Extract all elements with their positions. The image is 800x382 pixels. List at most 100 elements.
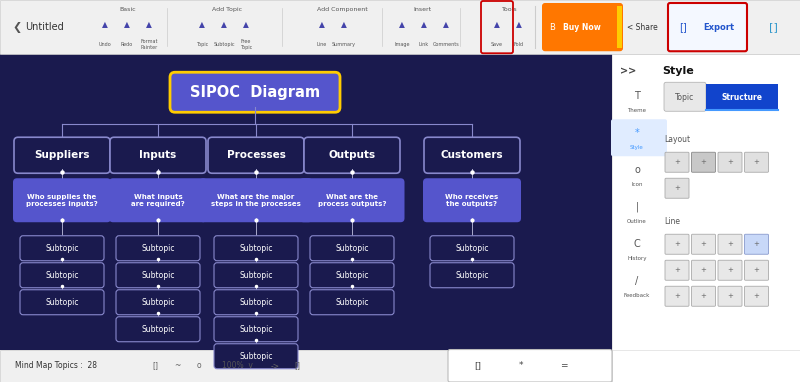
Text: ▲: ▲ bbox=[494, 20, 500, 29]
Text: Export: Export bbox=[703, 23, 734, 32]
Text: []: [] bbox=[152, 361, 158, 370]
FancyBboxPatch shape bbox=[116, 290, 200, 315]
FancyBboxPatch shape bbox=[310, 263, 394, 288]
Text: +: + bbox=[674, 293, 680, 299]
Text: Buy Now: Buy Now bbox=[563, 23, 601, 32]
FancyBboxPatch shape bbox=[745, 286, 769, 306]
FancyBboxPatch shape bbox=[20, 236, 104, 261]
Text: Fold: Fold bbox=[514, 42, 524, 47]
Text: Summary: Summary bbox=[332, 42, 356, 47]
FancyBboxPatch shape bbox=[310, 290, 394, 315]
Text: +: + bbox=[727, 267, 733, 273]
FancyBboxPatch shape bbox=[691, 286, 715, 306]
FancyBboxPatch shape bbox=[116, 236, 200, 261]
FancyBboxPatch shape bbox=[214, 263, 298, 288]
Text: o: o bbox=[634, 165, 640, 175]
Text: Processes: Processes bbox=[226, 150, 286, 160]
FancyBboxPatch shape bbox=[0, 54, 612, 350]
Text: Subtopic: Subtopic bbox=[239, 352, 273, 361]
Text: Customers: Customers bbox=[441, 150, 503, 160]
Text: *: * bbox=[518, 361, 523, 370]
FancyBboxPatch shape bbox=[170, 72, 340, 112]
FancyBboxPatch shape bbox=[691, 152, 715, 172]
Text: Subtopic: Subtopic bbox=[142, 298, 174, 307]
Text: ▲: ▲ bbox=[243, 20, 249, 29]
Text: Add Topic: Add Topic bbox=[212, 7, 242, 12]
Text: Line: Line bbox=[317, 42, 327, 47]
Text: ❮: ❮ bbox=[12, 22, 22, 32]
Text: ▲: ▲ bbox=[199, 20, 205, 29]
FancyBboxPatch shape bbox=[299, 178, 405, 222]
Text: Outputs: Outputs bbox=[329, 150, 375, 160]
Text: *: * bbox=[634, 128, 639, 138]
FancyBboxPatch shape bbox=[13, 178, 111, 222]
Text: Subtopic: Subtopic bbox=[46, 271, 78, 280]
FancyBboxPatch shape bbox=[423, 178, 521, 222]
Text: Theme: Theme bbox=[627, 108, 646, 113]
Text: ▲: ▲ bbox=[102, 20, 108, 29]
Text: B: B bbox=[549, 23, 555, 32]
Text: < Share: < Share bbox=[626, 23, 658, 32]
Text: 100%  v: 100% v bbox=[222, 361, 253, 370]
FancyBboxPatch shape bbox=[665, 260, 689, 280]
Text: ▲: ▲ bbox=[399, 20, 405, 29]
Text: Untitled: Untitled bbox=[25, 22, 64, 32]
FancyBboxPatch shape bbox=[208, 137, 304, 173]
Text: ▲: ▲ bbox=[421, 20, 427, 29]
Text: +: + bbox=[701, 241, 706, 247]
Text: []: [] bbox=[769, 22, 778, 32]
Text: +: + bbox=[727, 293, 733, 299]
FancyBboxPatch shape bbox=[109, 178, 207, 222]
Text: Outline: Outline bbox=[627, 219, 647, 224]
Text: Icon: Icon bbox=[631, 182, 642, 187]
Text: Subtopic: Subtopic bbox=[335, 298, 369, 307]
Text: Insert: Insert bbox=[413, 7, 431, 12]
Text: +: + bbox=[674, 267, 680, 273]
FancyBboxPatch shape bbox=[718, 286, 742, 306]
FancyBboxPatch shape bbox=[612, 54, 800, 350]
Text: Who receives
the outputs?: Who receives the outputs? bbox=[446, 194, 498, 207]
Text: Subtopic: Subtopic bbox=[335, 271, 369, 280]
FancyBboxPatch shape bbox=[665, 152, 689, 172]
Text: Subtopic: Subtopic bbox=[335, 244, 369, 253]
FancyBboxPatch shape bbox=[304, 137, 400, 173]
Text: Tools: Tools bbox=[502, 7, 518, 12]
FancyBboxPatch shape bbox=[214, 236, 298, 261]
Text: +: + bbox=[754, 241, 759, 247]
Text: Subtopic: Subtopic bbox=[46, 298, 78, 307]
Text: +: + bbox=[727, 159, 733, 165]
FancyBboxPatch shape bbox=[665, 178, 689, 198]
Text: Subtopic: Subtopic bbox=[142, 271, 174, 280]
FancyBboxPatch shape bbox=[0, 0, 800, 54]
Text: +: + bbox=[754, 293, 759, 299]
FancyBboxPatch shape bbox=[0, 350, 612, 382]
Text: ~: ~ bbox=[174, 361, 180, 370]
Text: +: + bbox=[701, 267, 706, 273]
FancyBboxPatch shape bbox=[116, 317, 200, 342]
FancyBboxPatch shape bbox=[664, 82, 706, 111]
Text: Format
Painter: Format Painter bbox=[140, 39, 158, 50]
Text: Free
Topic: Free Topic bbox=[240, 39, 252, 50]
Text: Inputs: Inputs bbox=[139, 150, 177, 160]
Text: +: + bbox=[674, 241, 680, 247]
Text: Subtopic: Subtopic bbox=[455, 271, 489, 280]
FancyBboxPatch shape bbox=[691, 260, 715, 280]
Text: ▲: ▲ bbox=[319, 20, 325, 29]
FancyBboxPatch shape bbox=[448, 350, 612, 382]
Text: Basic: Basic bbox=[120, 7, 136, 12]
Text: Subtopic: Subtopic bbox=[239, 325, 273, 334]
Text: T: T bbox=[634, 91, 640, 101]
Text: +: + bbox=[754, 267, 759, 273]
FancyBboxPatch shape bbox=[706, 84, 778, 109]
FancyBboxPatch shape bbox=[718, 152, 742, 172]
Text: History: History bbox=[627, 256, 646, 261]
FancyBboxPatch shape bbox=[214, 317, 298, 342]
FancyBboxPatch shape bbox=[665, 234, 689, 254]
Text: =: = bbox=[560, 361, 568, 370]
Text: Add Component: Add Component bbox=[317, 7, 367, 12]
FancyBboxPatch shape bbox=[430, 263, 514, 288]
Text: o: o bbox=[197, 361, 202, 370]
Text: Feedback: Feedback bbox=[624, 293, 650, 298]
Text: Style: Style bbox=[630, 145, 644, 150]
FancyBboxPatch shape bbox=[199, 178, 313, 222]
